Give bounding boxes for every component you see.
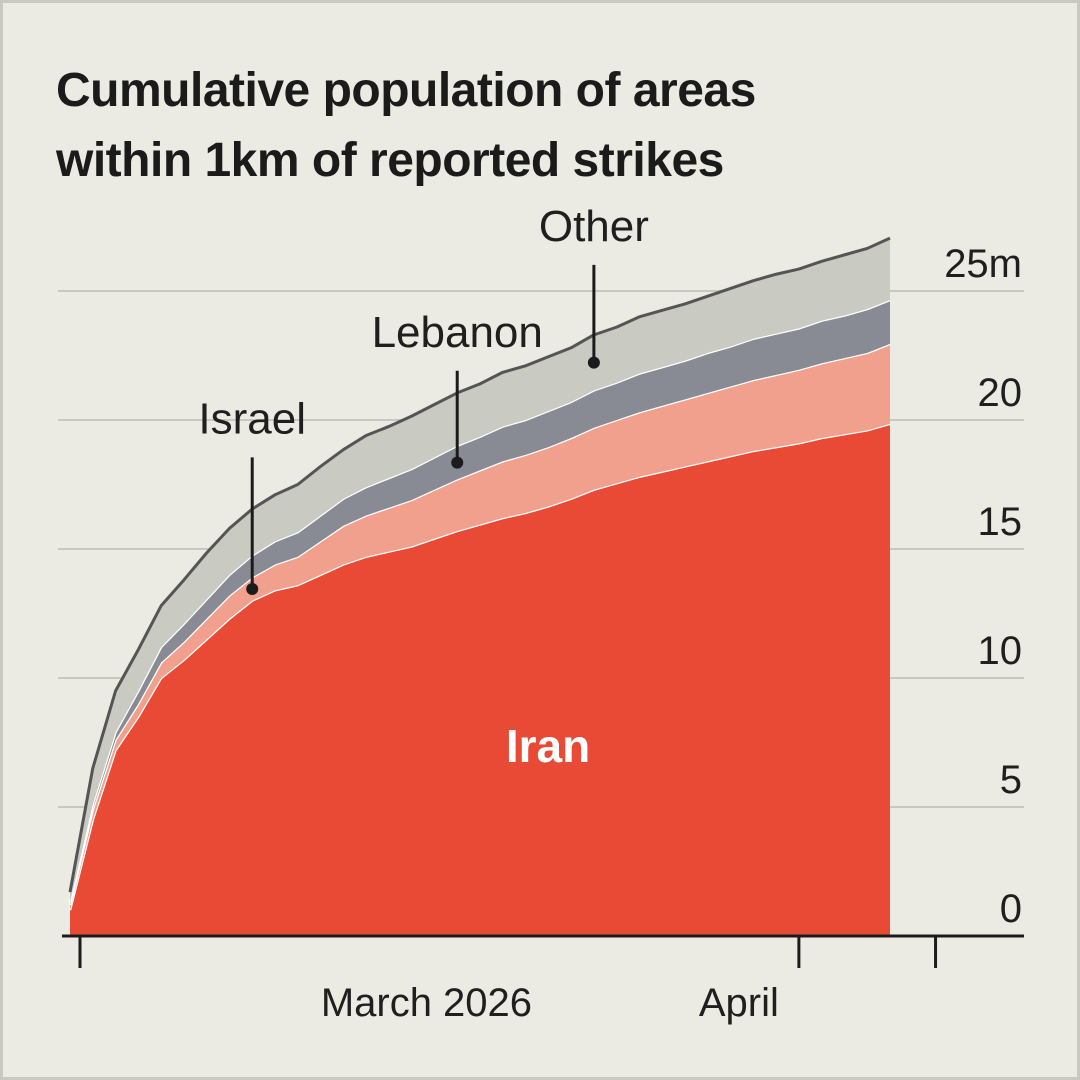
annotations: Iran Israel Lebanon Other — [198, 202, 648, 772]
annotation-dot-israel — [246, 582, 259, 595]
y-tick-label: 25m — [944, 242, 1022, 286]
y-tick-labels: 0 5 10 15 20 25m — [944, 242, 1022, 931]
y-tick-label: 5 — [1000, 758, 1022, 802]
y-tick-label: 20 — [978, 371, 1023, 415]
area-other — [70, 238, 890, 903]
annotation-label-other: Other — [539, 202, 649, 251]
x-tick-label: April — [699, 981, 779, 1025]
annotation-dot-other — [587, 356, 600, 369]
annotation-label-lebanon: Lebanon — [372, 308, 543, 357]
y-tick-label: 15 — [978, 500, 1023, 544]
area-iran — [70, 423, 890, 936]
x-group-label: March 2026 — [321, 981, 532, 1025]
area-israel — [70, 343, 890, 911]
annotation-iran: Iran — [506, 720, 590, 772]
area-lebanon — [70, 300, 890, 906]
x-ticks: April March 2026 — [78, 936, 938, 1025]
y-tick-label: 0 — [1000, 887, 1022, 931]
chart-title-line-2: within 1km of reported strikes — [56, 134, 724, 187]
area-series — [68, 236, 891, 936]
annotation-dot-lebanon — [451, 456, 464, 469]
annotation-label-israel: Israel — [198, 394, 306, 443]
boundary-other — [68, 236, 891, 893]
chart-title-line-1: Cumulative population of areas — [56, 64, 756, 117]
chart-title: Cumulative population of areas within 1k… — [56, 56, 956, 196]
y-tick-label: 10 — [978, 629, 1023, 673]
